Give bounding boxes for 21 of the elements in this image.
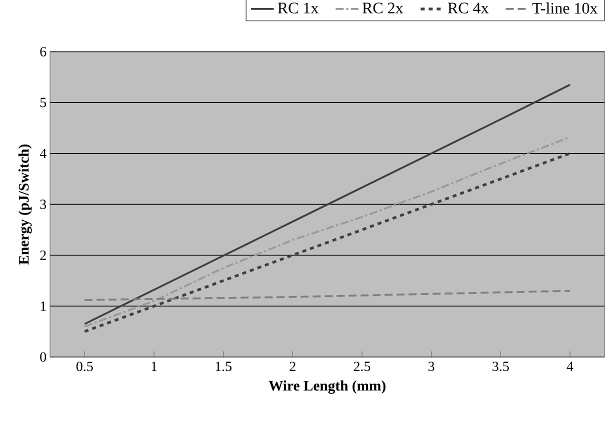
legend-label: RC 4x <box>448 2 489 14</box>
x-tick-label: 4 <box>566 362 574 371</box>
legend-label: T-line 10x <box>532 2 598 14</box>
x-axis-title: Wire Length (mm) <box>268 380 386 394</box>
legend-label: RC 2x <box>362 2 404 14</box>
x-tick-label: 2 <box>290 362 296 371</box>
y-axis-title: Energy (pJ/Switch) <box>18 144 32 265</box>
x-tick-label: 0.5 <box>76 362 93 372</box>
y-tick-label: 3 <box>40 200 46 210</box>
y-tick-label: 6 <box>40 46 46 56</box>
x-tick-label: 2.5 <box>354 362 370 372</box>
x-tick-label: 1 <box>152 362 157 371</box>
x-tick-label: 1.5 <box>216 362 232 372</box>
x-tick-label: 3.5 <box>492 362 509 372</box>
y-tick-label: 0 <box>40 352 46 362</box>
y-tick-label: 2 <box>40 250 46 260</box>
legend-label: RC 1x <box>278 2 319 14</box>
y-tick-label: 1 <box>40 301 46 311</box>
x-tick-label: 3 <box>428 362 434 372</box>
y-tick-label: 4 <box>40 148 46 158</box>
y-tick-label: 5 <box>40 98 46 108</box>
